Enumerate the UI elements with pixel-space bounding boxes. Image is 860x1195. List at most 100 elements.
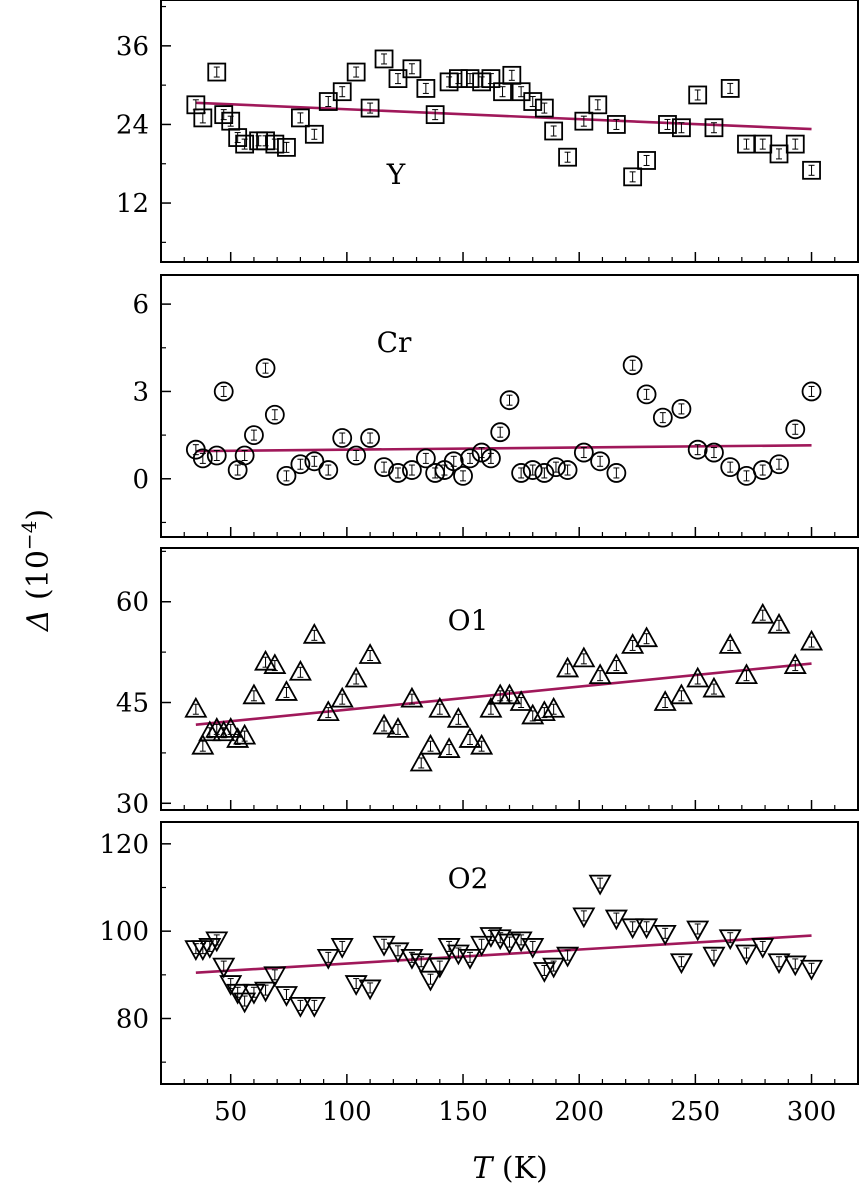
data-point bbox=[532, 962, 556, 983]
data-point bbox=[542, 957, 566, 979]
data-point bbox=[502, 65, 522, 85]
data-point bbox=[767, 612, 791, 634]
data-point bbox=[752, 460, 773, 480]
panel-cr: 0 3 6 bbox=[132, 274, 859, 538]
data-point bbox=[588, 663, 612, 685]
data-point bbox=[734, 663, 759, 685]
data-point bbox=[213, 381, 234, 402]
data-point bbox=[720, 79, 740, 98]
data-point bbox=[302, 622, 326, 644]
data-point bbox=[372, 713, 396, 735]
data-point bbox=[191, 733, 215, 755]
data-point bbox=[372, 935, 396, 957]
fit-line bbox=[195, 934, 812, 974]
data-point bbox=[652, 407, 673, 428]
data-point bbox=[737, 134, 756, 154]
data-point bbox=[783, 653, 807, 674]
data-point bbox=[458, 727, 482, 748]
data-point bbox=[316, 948, 340, 970]
data-point bbox=[522, 460, 543, 480]
data-point bbox=[635, 918, 659, 940]
data-point bbox=[207, 62, 227, 82]
y-axis-title: Δ (10−4) bbox=[17, 509, 56, 632]
data-point bbox=[769, 454, 789, 475]
y-tick-label: 80 bbox=[116, 1005, 149, 1035]
data-point bbox=[244, 425, 264, 446]
data-point bbox=[606, 115, 626, 134]
data-point bbox=[344, 975, 368, 996]
panel-label-o2: O2 bbox=[448, 862, 489, 895]
panel-y: 12 24 36 bbox=[116, 0, 859, 263]
data-point bbox=[509, 690, 533, 711]
data-point bbox=[386, 942, 410, 964]
data-point bbox=[672, 118, 691, 138]
data-point bbox=[801, 381, 822, 402]
data-point bbox=[499, 390, 520, 411]
data-point bbox=[687, 439, 708, 460]
x-tick-label: 300 bbox=[787, 1097, 837, 1127]
data-point bbox=[233, 723, 257, 745]
panel-frame bbox=[160, 274, 859, 538]
data-point bbox=[416, 79, 436, 98]
data-point bbox=[205, 931, 229, 953]
data-point bbox=[704, 118, 724, 138]
x-tick-label: 150 bbox=[438, 1097, 488, 1127]
data-point bbox=[263, 653, 287, 674]
data-point bbox=[316, 700, 340, 721]
data-point bbox=[481, 69, 501, 88]
data-point bbox=[428, 957, 452, 979]
data-point bbox=[242, 683, 266, 705]
x-tick-label: 250 bbox=[671, 1097, 721, 1127]
data-point bbox=[274, 986, 298, 1007]
data-point bbox=[374, 49, 394, 69]
data-point bbox=[688, 85, 708, 105]
data-point bbox=[219, 717, 243, 738]
data-point bbox=[290, 108, 310, 128]
data-point bbox=[658, 115, 677, 134]
y-tick-label: 6 bbox=[132, 290, 149, 320]
data-point bbox=[588, 874, 612, 896]
data-point bbox=[606, 463, 627, 483]
data-point bbox=[523, 92, 543, 111]
data-point bbox=[344, 666, 368, 688]
data-point bbox=[669, 683, 693, 705]
data-point bbox=[254, 981, 278, 1003]
panel-label-y: Y bbox=[386, 158, 406, 191]
data-point bbox=[360, 98, 380, 118]
y-tick-label: 3 bbox=[132, 377, 149, 407]
data-point bbox=[192, 448, 213, 469]
data-point bbox=[388, 463, 408, 483]
data-point bbox=[330, 686, 354, 708]
data-point bbox=[346, 445, 367, 466]
data-point bbox=[346, 62, 366, 82]
data-point bbox=[358, 979, 382, 1001]
data-point bbox=[604, 653, 628, 674]
data-point bbox=[453, 465, 473, 486]
data-point bbox=[235, 134, 255, 154]
data-point bbox=[443, 451, 464, 472]
data-point bbox=[263, 966, 287, 988]
data-point bbox=[534, 463, 555, 483]
y-tick-label: 100 bbox=[99, 917, 149, 947]
data-point bbox=[402, 460, 422, 480]
data-point bbox=[669, 953, 693, 975]
data-point bbox=[736, 465, 757, 486]
data-point bbox=[653, 924, 677, 946]
data-point bbox=[470, 935, 494, 957]
data-point bbox=[277, 137, 296, 157]
data-point bbox=[556, 946, 580, 968]
data-point bbox=[418, 970, 443, 992]
data-point bbox=[753, 134, 773, 154]
data-point bbox=[428, 696, 452, 718]
data-point bbox=[193, 108, 213, 128]
data-point bbox=[470, 733, 494, 755]
data-point bbox=[623, 167, 643, 187]
panel-label-cr: Cr bbox=[377, 326, 412, 359]
data-point bbox=[264, 404, 285, 425]
data-point bbox=[802, 160, 821, 180]
data-point bbox=[460, 448, 480, 469]
data-point bbox=[332, 82, 352, 102]
data-point bbox=[212, 957, 236, 979]
y-tick-label: 45 bbox=[116, 689, 149, 719]
